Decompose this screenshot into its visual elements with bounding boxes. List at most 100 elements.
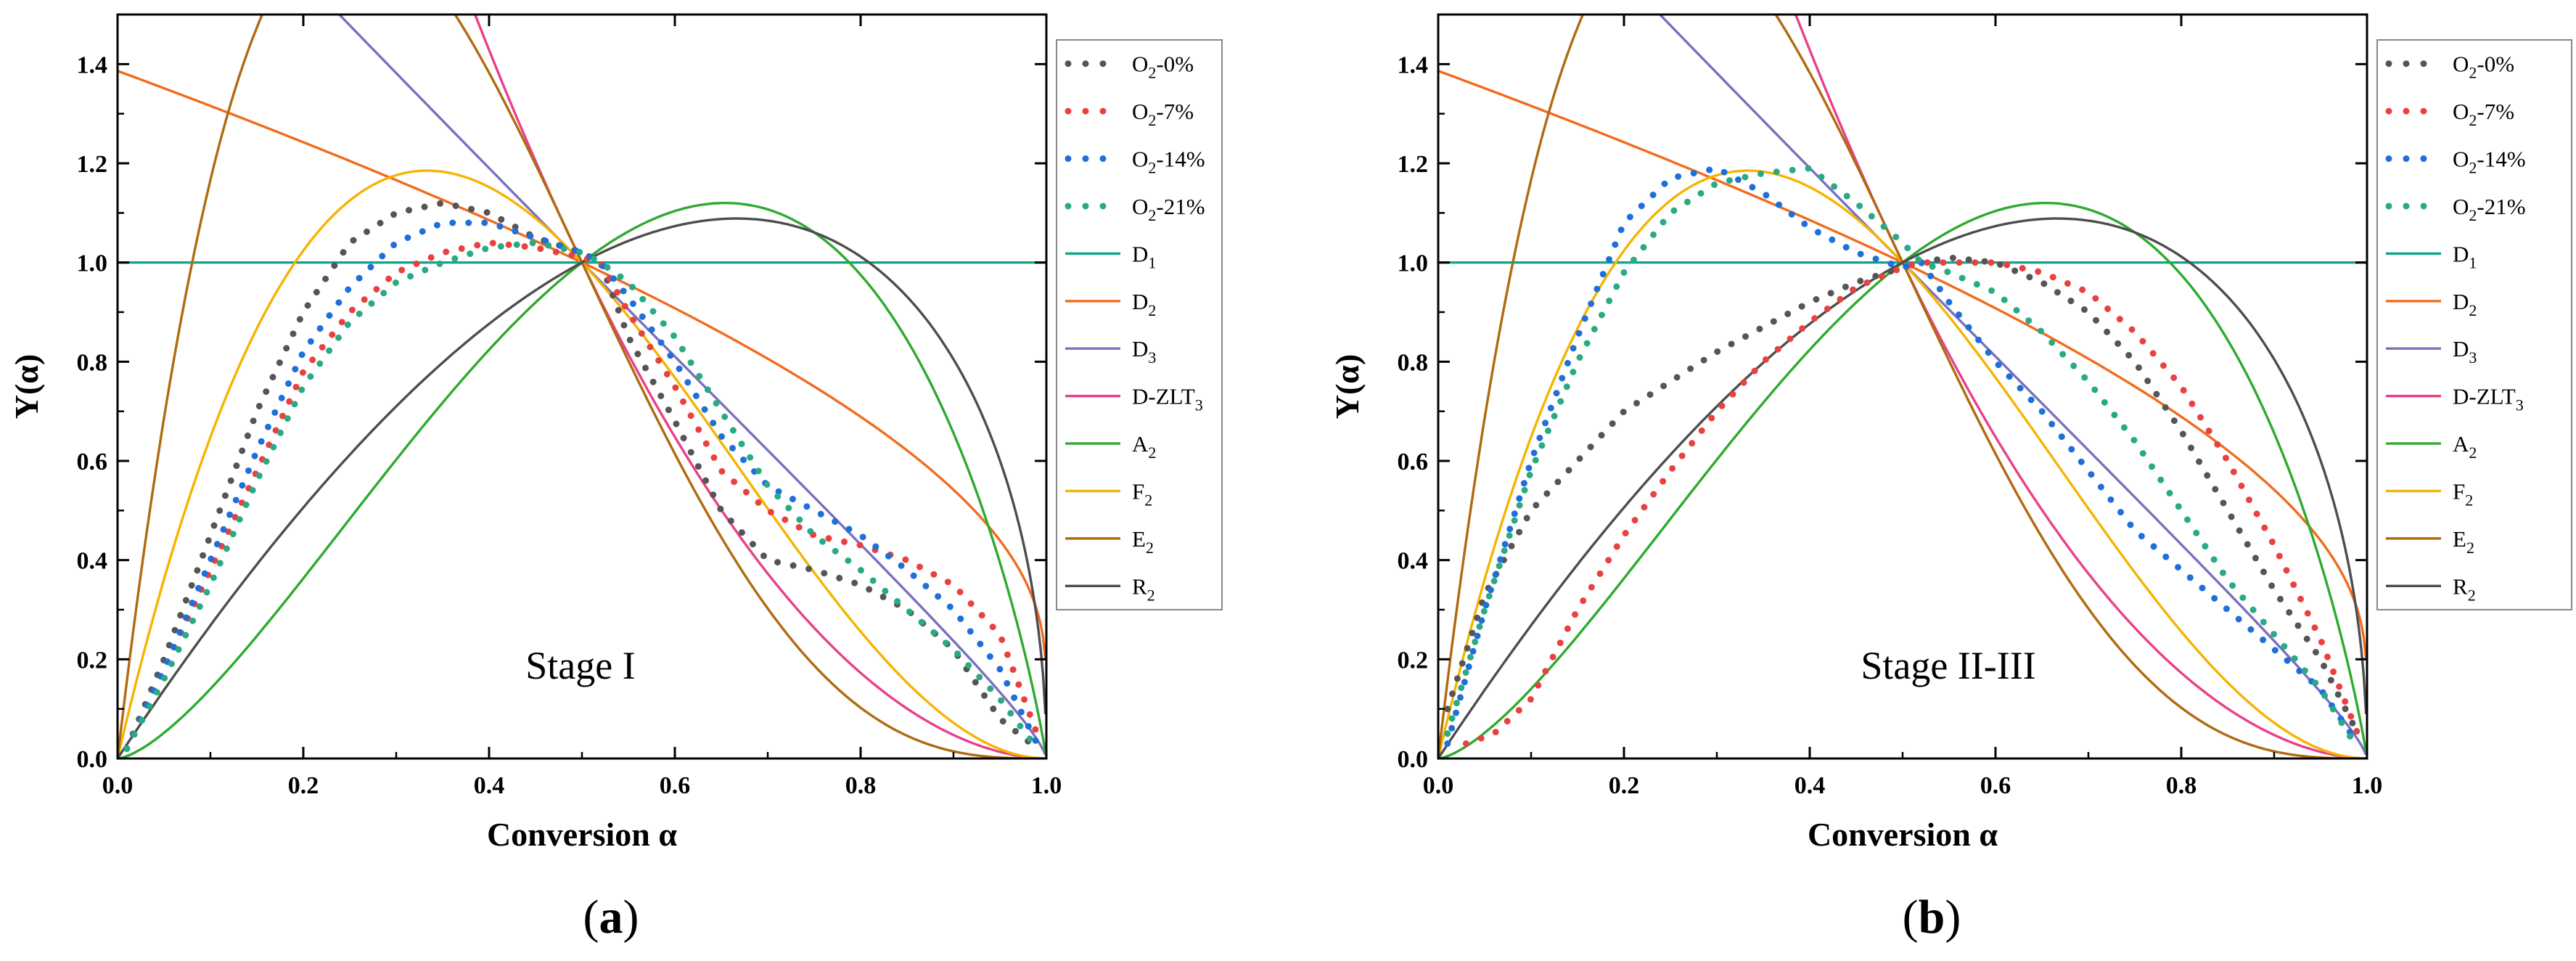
legend-label-main: D: [1132, 241, 1148, 266]
legend-label: D1: [2453, 241, 2477, 271]
legend-label-main: D-ZLT: [2453, 384, 2516, 409]
legend-label: D2: [1132, 289, 1156, 319]
x-tick-label: 0.0: [1423, 772, 1454, 799]
y-tick-label: 0.8: [1398, 349, 1429, 376]
panel-label-letter: a: [599, 891, 623, 944]
x-tick-label: 0.6: [660, 772, 691, 799]
x-tick-label: 0.2: [288, 772, 319, 799]
model-curves: [118, 15, 1046, 758]
legend-label-main: O: [1132, 99, 1148, 124]
legend-label-main: E: [2453, 526, 2466, 552]
legend-label-main: O: [2453, 52, 2469, 77]
x-tick-label: 0.8: [2166, 772, 2197, 799]
legend-label: O2-14%: [2453, 147, 2526, 177]
model-curve-D3: [337, 15, 1046, 756]
legend-label-subscript: 2: [2469, 159, 2477, 177]
x-tick-label: 0.4: [1794, 772, 1826, 799]
legend-label-main: D: [2453, 289, 2469, 314]
legend-label-rest: -0%: [2477, 52, 2514, 77]
legend-label-subscript: 3: [2469, 348, 2477, 367]
legend-box: [2376, 39, 2572, 610]
x-tick-label: 0.8: [845, 772, 877, 799]
panel-label: (b): [1903, 891, 1961, 944]
legend-label-subscript: 2: [1148, 301, 1156, 319]
legend-label-main: D: [1132, 336, 1148, 361]
legend-label-main: D: [2453, 336, 2469, 361]
y-tick-label: 0.4: [1398, 548, 1429, 575]
legend-label-subscript: 3: [2516, 396, 2524, 414]
chart-panel-a: 0.0 0.2 0.4 0.6 0.8 1.0 0.0 0.2 0.4 0.6 0.8 1.0 1.2 1…: [8, 13, 1223, 944]
legend-label: O2-7%: [2453, 99, 2514, 129]
x-tick-label: 0.4: [474, 772, 505, 799]
model-curve-R2: [118, 217, 1046, 758]
legend-label: O2-7%: [1132, 99, 1194, 129]
panel-label-close: ): [1945, 891, 1961, 944]
legend-label: D2: [2453, 289, 2477, 319]
model-curves: [1438, 15, 2367, 758]
x-tick-label: 1.0: [1031, 772, 1062, 799]
legend-label-rest: -7%: [2477, 99, 2514, 124]
model-curve-R2: [1438, 217, 2367, 758]
legend-label-subscript: 2: [1148, 111, 1156, 129]
legend-label: A2: [1132, 431, 1156, 462]
legend-label-main: D-ZLT: [1132, 384, 1195, 409]
y-tick-label: 0.8: [77, 349, 108, 376]
y-tick-label: 0.2: [1398, 647, 1429, 674]
y-tick-label: 1.2: [1398, 151, 1429, 178]
stage-annotation: Stage I: [525, 644, 635, 687]
y-tick-label: 1.0: [1398, 250, 1429, 277]
x-tick-label: 0.0: [102, 772, 134, 799]
panel-label-letter: b: [1919, 891, 1945, 944]
legend-label-main: A: [2453, 431, 2469, 457]
legend-label-main: F: [2453, 478, 2465, 504]
legend-label-main: O: [1132, 52, 1148, 77]
y-tick-label: 0.2: [77, 647, 108, 674]
stage-annotation: Stage II-III: [1861, 644, 2035, 687]
legend-label-subscript: 2: [2469, 301, 2477, 319]
legend-label: O2-14%: [1132, 147, 1205, 177]
legend-label-subscript: 2: [1148, 443, 1156, 462]
panel-label-open: (: [583, 891, 599, 944]
legend-label-rest: -21%: [1156, 194, 1205, 219]
legend-label: R2: [1132, 573, 1155, 604]
legend-label-main: F: [1132, 478, 1144, 504]
legend-label-subscript: 2: [1148, 206, 1156, 224]
legend-label: O2-0%: [2453, 52, 2514, 82]
legend-label-subscript: 1: [1148, 253, 1156, 271]
legend-label-main: O: [2453, 147, 2469, 172]
series-3: [123, 239, 1041, 752]
legend-label-subscript: 2: [2469, 206, 2477, 224]
legend-label-subscript: 2: [2469, 443, 2477, 462]
x-tick-label: 0.2: [1609, 772, 1640, 799]
legend-label: O2-21%: [2453, 194, 2526, 224]
legend-label-main: D: [1132, 289, 1148, 314]
legend-label-main: R: [2453, 573, 2468, 599]
y-axis-title: Y(α): [1329, 354, 1366, 420]
panel-label: (a): [583, 891, 639, 944]
x-tick-label: 0.6: [1980, 772, 2011, 799]
legend-label: D-ZLT3: [1132, 384, 1203, 414]
y-tick-label: 1.0: [77, 250, 108, 277]
legend-label-subscript: 2: [2469, 111, 2477, 129]
y-tick-label: 0.0: [77, 746, 108, 773]
legend-label: R2: [2453, 573, 2476, 604]
y-axis-title: Y(α): [8, 354, 45, 420]
legend-label: F2: [2453, 478, 2473, 509]
panel-label-close: ): [623, 891, 639, 944]
legend-label-rest: -0%: [1156, 52, 1194, 77]
legend-label-main: D: [2453, 241, 2469, 266]
legend-label-rest: -21%: [2477, 194, 2525, 219]
series-0: [1444, 254, 2361, 737]
model-curve-D2: [118, 70, 1046, 660]
legend-label-main: R: [1132, 573, 1147, 599]
series-3: [1444, 165, 2361, 752]
y-tick-label: 1.4: [77, 52, 108, 78]
y-tick-label: 1.4: [1398, 52, 1429, 78]
legend-label-subscript: 1: [2469, 253, 2477, 271]
legend-label-rest: -14%: [2477, 147, 2525, 172]
legend-label-subscript: 2: [2468, 586, 2476, 604]
legend-label-subscript: 2: [1148, 64, 1156, 82]
legend-label: D-ZLT3: [2453, 384, 2524, 414]
experimental-series: [123, 200, 1041, 752]
